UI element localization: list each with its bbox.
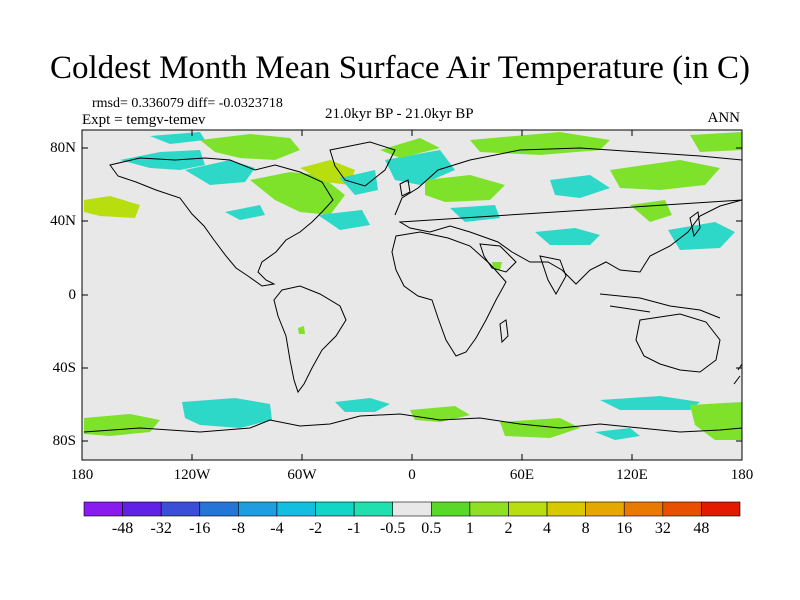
patch-nw-pacific-warm [84,196,140,218]
colorbar-swatch [238,501,278,517]
patch-weddell-cool [335,398,390,412]
colorbar-label: -4 [270,520,284,537]
patch-arctic-eurasia-cool [385,150,455,185]
patch-greenland-cool [340,170,378,195]
coast-madagascar [499,319,509,344]
colorbar-label: 1 [465,520,474,537]
colorbar-swatch [122,501,162,517]
patch-pacific-cool [668,222,735,250]
lat-tick-label: 0 [68,287,77,303]
colorbar-swatch [353,501,394,517]
patch-ross-cool [595,428,640,440]
coast-eurasia [394,147,743,285]
patch-ne-asia-warm [690,132,742,152]
lat-tick-label: 80S [52,433,76,449]
colorbar-swatch [701,501,741,517]
experiment-label: Expt = temgv-temev [82,112,206,128]
lon-tick-label: 180 [730,467,754,483]
patch-alaska-cool [120,150,205,170]
colorbar-label: 2 [504,520,513,537]
colorbar-label: 0.5 [421,520,442,537]
patch-atlantic-cool [318,210,370,230]
colorbar-label: -32 [150,520,172,537]
lon-tick-label: 120W [173,467,211,483]
patch-samerica-warm [298,326,305,334]
anomaly-fields [84,132,742,440]
lon-tick-label: 60E [509,467,535,483]
coast-japan [689,211,701,238]
patch-southern-ocean-cool [600,396,700,410]
coast-australia [635,313,721,373]
colorbar-swatch [430,501,471,517]
colorbar-label: -8 [231,520,246,537]
patch-antarctica-e-warm [500,418,580,438]
coast-british-isles [399,179,411,197]
colorbar-swatch [662,501,702,517]
lat-tick-label: 80N [50,140,76,156]
colorbar-swatch [199,501,239,517]
colorbar-swatch [392,501,432,517]
colorbar-swatch [469,501,509,517]
lon-tick-label: 60W [287,467,317,483]
colorbar-swatch [623,501,664,517]
period-label: 21.0kyr BP - 21.0kyr BP [325,106,474,122]
season-label: ANN [707,110,741,126]
colorbar-label: -1 [347,520,361,537]
coast-indonesia [599,293,721,319]
lon-tick-label: 120E [616,467,648,483]
lat-tick-label: 40S [52,360,76,376]
coast-north-america [109,157,334,287]
colorbar-swatch [585,501,625,517]
rmsd-stats: rmsd= 0.336079 diff= -0.0323718 [92,96,283,111]
colorbar-label: 16 [616,520,633,537]
patch-arabia-warm [492,262,502,270]
patch-asia-cool [535,228,600,245]
coast-greenland [329,141,396,187]
patch-siberia-warm [610,160,720,190]
coast-india [539,255,567,296]
colorbar-label: 48 [693,520,710,537]
patch-arctic-top-cool [150,132,205,144]
coast-south-america [273,285,347,394]
patch-canada-warm [250,172,345,215]
colorbar-swatch [160,501,201,517]
colorbar-label: 32 [654,520,671,537]
coast-africa [391,231,507,357]
coast-antarctica [83,413,743,433]
map-title: Coldest Month Mean Surface Air Temperatu… [50,50,750,86]
colorbar-label: -2 [308,520,323,537]
colorbar-label: -48 [111,520,134,537]
coast-arabia [479,243,517,273]
axis-ticks [82,130,742,460]
colorbar-label: 8 [581,520,590,537]
patch-n-atlantic-warm [380,138,440,158]
patch-s-pacific-cool [182,398,272,428]
patch-scandinavia-warm [470,132,610,155]
colorbar-label: 4 [543,520,552,537]
patch-n-america-cool [225,205,265,220]
colorbar-label: -0.5 [380,520,406,537]
lon-tick-label: 0 [408,467,416,483]
colorbar [83,501,741,517]
coastlines [83,141,743,433]
colorbar-label: -16 [189,520,211,537]
patch-arctic-canada-warm [200,134,300,160]
colorbar-swatch [315,501,355,517]
colorbar-swatch [83,501,123,517]
colorbar-swatch [546,501,586,517]
lon-tick-label: 180 [70,467,94,483]
colorbar-swatch [276,501,316,517]
patch-siberia-cool [550,175,610,198]
colorbar-swatch [508,501,548,517]
patch-europe-warm [425,175,505,202]
coast-new-zealand [733,363,743,385]
lat-tick-label: 40N [50,213,76,229]
patch-canada-cool [185,160,255,185]
